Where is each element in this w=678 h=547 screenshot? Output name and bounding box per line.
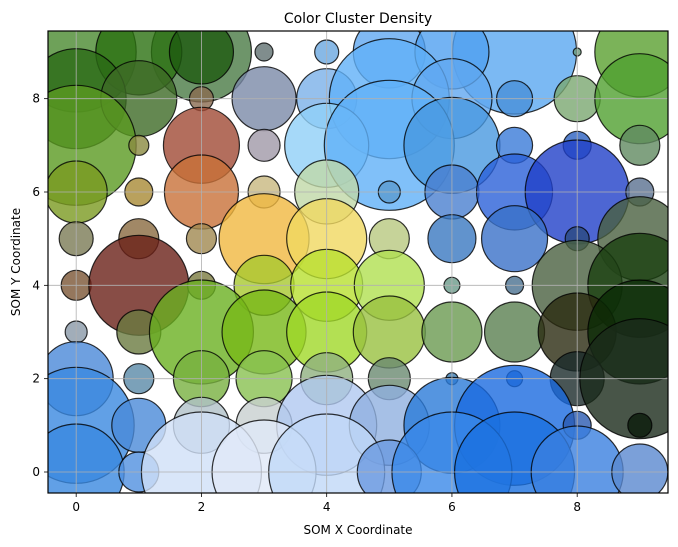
bubble	[480, 205, 549, 273]
bubble	[483, 301, 546, 363]
plot-frame	[47, 30, 669, 494]
bubble	[627, 412, 653, 438]
y-tick-label: 6	[32, 185, 40, 199]
x-tick-label: 6	[448, 500, 456, 514]
x-axis-ticks: 0 2 4 6 8	[72, 493, 581, 514]
x-tick-label: 0	[72, 500, 80, 514]
y-tick-label: 4	[32, 278, 40, 292]
chart-title: Color Cluster Density	[284, 11, 432, 27]
bubble	[128, 134, 150, 156]
y-axis-ticks: 0 2 4 6 8	[32, 92, 48, 479]
y-tick-label: 8	[32, 92, 40, 106]
bubble-series	[48, 31, 668, 493]
x-tick-label: 8	[573, 500, 581, 514]
grid-lines	[48, 31, 668, 493]
bubble	[619, 124, 661, 166]
y-tick-label: 2	[32, 372, 40, 386]
x-tick-label: 2	[198, 500, 206, 514]
y-tick-label: 0	[32, 465, 40, 479]
bubble	[247, 128, 281, 162]
x-tick-label: 4	[323, 500, 331, 514]
y-axis-label: SOM Y Coordinate	[9, 208, 23, 316]
bubble	[254, 42, 274, 62]
x-axis-label: SOM X Coordinate	[303, 523, 412, 537]
